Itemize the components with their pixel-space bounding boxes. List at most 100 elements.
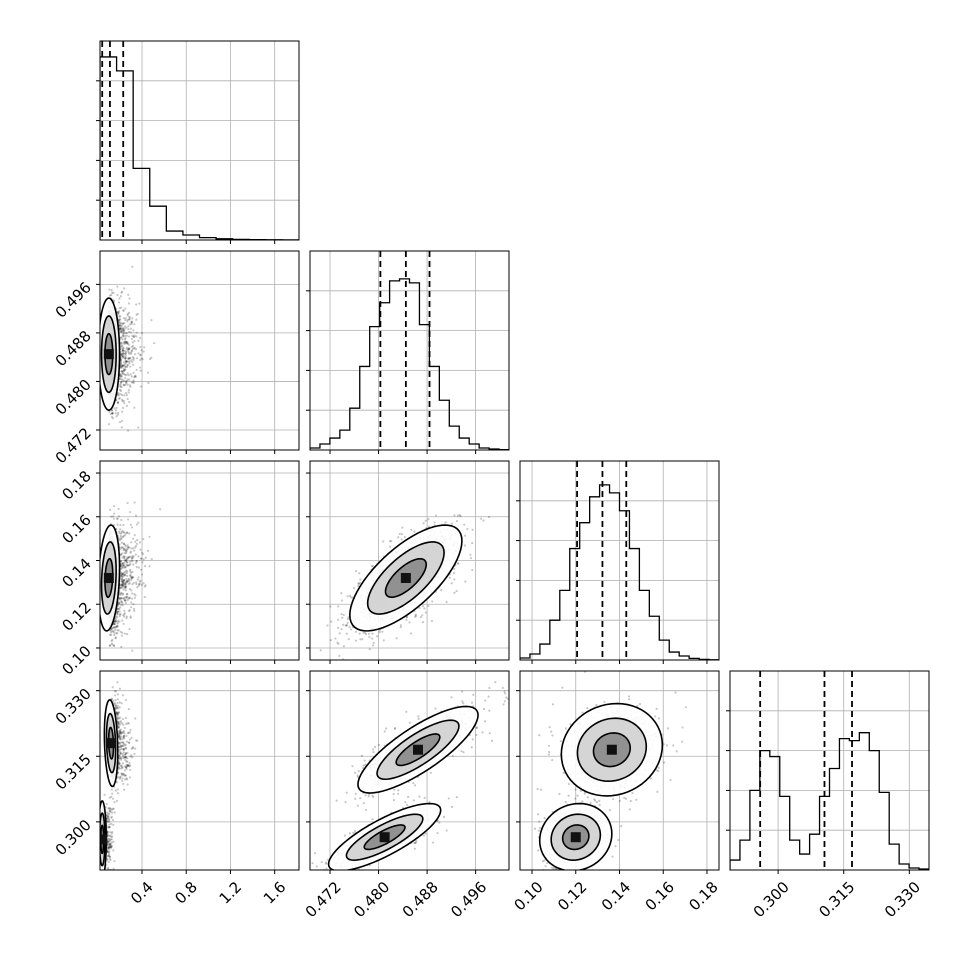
sample-point — [132, 357, 135, 360]
sample-point — [146, 549, 150, 552]
sample-point — [113, 407, 116, 410]
sample-point — [122, 534, 125, 538]
sample-point — [147, 381, 150, 385]
sample-point — [349, 628, 353, 631]
sample-point — [125, 592, 128, 596]
sample-point — [367, 632, 370, 635]
sample-point — [124, 585, 127, 588]
sample-point — [133, 609, 136, 612]
sample-point — [130, 601, 133, 604]
sample-point — [122, 556, 126, 559]
sample-point — [124, 601, 128, 605]
sample-point — [126, 580, 129, 583]
sample-point — [124, 752, 127, 755]
sample-point — [128, 378, 131, 381]
sample-point — [112, 644, 116, 648]
sample-point — [120, 744, 123, 748]
y-tick-label: 0.12 — [58, 598, 94, 634]
sample-point — [128, 765, 131, 768]
sample-point — [110, 415, 113, 419]
sample-point — [120, 584, 123, 587]
sample-point — [122, 542, 125, 545]
sample-point — [125, 404, 129, 407]
sample-point — [119, 389, 123, 393]
sample-point — [130, 606, 133, 609]
sample-point — [127, 357, 130, 360]
density-peak — [400, 572, 411, 583]
sample-point — [120, 331, 123, 334]
sample-point — [129, 551, 132, 554]
sample-point — [337, 642, 340, 645]
sample-point — [128, 564, 131, 567]
sample-point — [121, 573, 124, 576]
sample-point — [118, 731, 121, 734]
panel-2-2 — [516, 460, 720, 664]
sample-point — [116, 713, 119, 716]
sample-point — [114, 636, 118, 639]
sample-point — [126, 318, 129, 322]
sample-point — [129, 550, 132, 553]
sample-point — [123, 565, 126, 568]
sample-point — [119, 325, 122, 328]
sample-point — [138, 580, 142, 583]
sample-point — [117, 310, 121, 313]
sample-point — [453, 591, 456, 594]
sample-point — [132, 379, 135, 382]
sample-point — [122, 736, 125, 739]
sample-point — [354, 639, 358, 642]
sample-point — [129, 568, 132, 571]
sample-point — [124, 583, 127, 586]
sample-point — [133, 501, 136, 504]
sample-point — [111, 697, 114, 700]
sample-point — [130, 320, 133, 324]
sample-point — [119, 630, 122, 633]
sample-point — [114, 619, 117, 622]
sample-point — [128, 582, 131, 585]
sample-point — [128, 335, 131, 338]
sample-point — [119, 767, 123, 770]
sample-point — [119, 559, 123, 563]
sample-point — [121, 575, 124, 579]
sample-point — [125, 577, 128, 581]
sample-point — [118, 729, 121, 732]
sample-point — [348, 625, 351, 629]
sample-point — [125, 373, 128, 377]
sample-point — [120, 572, 124, 575]
sample-point — [121, 372, 124, 376]
sample-point — [122, 581, 125, 584]
sample-point — [123, 373, 127, 376]
sample-point — [122, 309, 125, 312]
sample-point — [131, 556, 134, 559]
sample-point — [119, 315, 122, 318]
sample-point — [120, 375, 123, 378]
sample-point — [123, 561, 126, 564]
sample-point — [133, 346, 136, 349]
sample-point — [118, 746, 121, 749]
sample-point — [120, 410, 124, 413]
sample-point — [115, 632, 118, 635]
histogram-1 — [310, 278, 509, 450]
sample-point — [126, 579, 129, 583]
sample-point — [127, 311, 131, 314]
sample-point — [422, 621, 425, 624]
sample-point — [121, 619, 124, 622]
sample-point — [116, 402, 120, 405]
panel-2-1 — [306, 460, 510, 664]
sample-point — [119, 384, 122, 387]
sample-point — [120, 341, 123, 344]
sample-point — [117, 619, 120, 622]
sample-point — [119, 737, 122, 740]
sample-point — [119, 603, 123, 607]
sample-point — [115, 624, 119, 628]
sample-point — [422, 522, 425, 525]
sample-point — [119, 733, 123, 736]
sample-point — [122, 370, 125, 373]
sample-point — [469, 557, 473, 560]
sample-point — [112, 644, 116, 647]
sample-point — [110, 642, 113, 645]
sample-point — [120, 764, 123, 767]
sample-point — [113, 622, 116, 626]
sample-point — [116, 704, 119, 708]
sample-point — [122, 331, 125, 335]
sample-point — [113, 620, 116, 623]
